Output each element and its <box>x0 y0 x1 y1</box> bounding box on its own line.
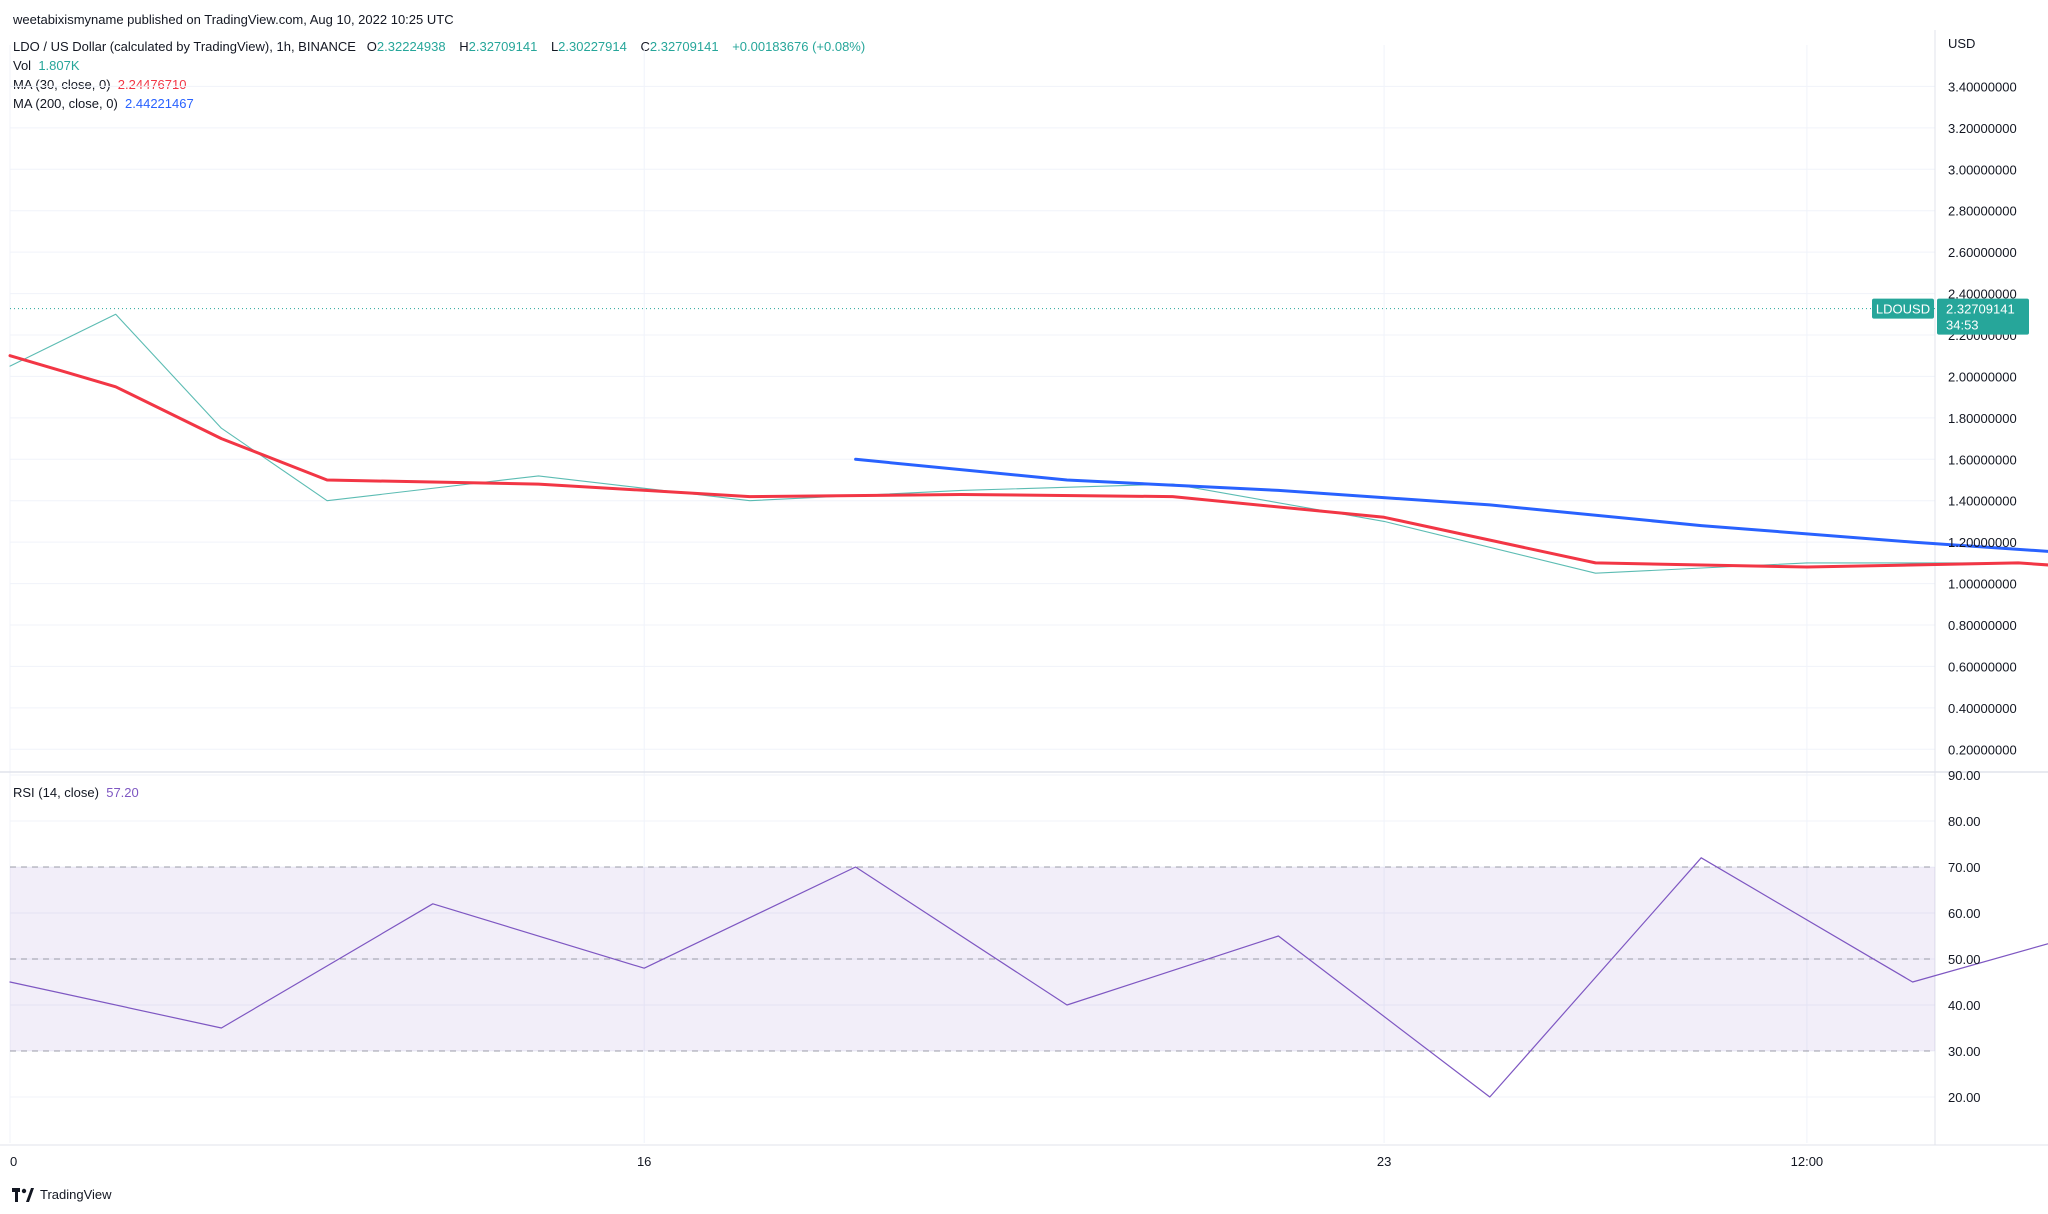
price-tick-label: 3.00000000 <box>1948 162 2017 177</box>
change-value: +0.00183676 (+0.08%) <box>732 39 866 54</box>
rsi-tick-label: 40.00 <box>1948 998 1981 1013</box>
symbol-badge <box>1872 298 1934 319</box>
price-tick-label: 2.80000000 <box>1948 204 2017 219</box>
rsi-legend[interactable]: RSI (14, close) 57.20 <box>13 785 139 800</box>
pair-label: LDO / US Dollar (calculated by TradingVi… <box>13 39 356 54</box>
price-tick-label: 1.60000000 <box>1948 452 2017 467</box>
symbol-badge-label: LDOUSD <box>1876 302 1930 317</box>
rsi-line <box>9 857 2048 1098</box>
low-label: L <box>550 39 559 54</box>
price-badge-value: 2.32709141 <box>1946 302 2015 317</box>
price-tick-label: 2.60000000 <box>1948 245 2017 260</box>
ma30-line <box>8 354 2048 569</box>
price-tick-label: 2.00000000 <box>1948 369 2017 384</box>
tradingview-logo-icon <box>12 1187 34 1202</box>
volume-legend[interactable]: Vol 1.807K <box>13 58 80 73</box>
open-value: 2.32224938 <box>376 39 446 54</box>
ma30-legend[interactable]: MA (30, close, 0) 2.24476710 <box>13 77 186 92</box>
rsi-tick-label: 70.00 <box>1948 860 1981 875</box>
symbol-line: LDO / US Dollar (calculated by TradingVi… <box>13 39 865 54</box>
price-tick-label: 0.40000000 <box>1948 701 2017 716</box>
price-tick-label: 3.40000000 <box>1948 79 2017 94</box>
rsi-tick-label: 60.00 <box>1948 906 1981 921</box>
ma30-value: 2.24476710 <box>117 77 187 92</box>
price-badge <box>1937 298 2029 335</box>
tradingview-logo[interactable]: TradingView <box>12 1187 112 1202</box>
low-value: 2.30227914 <box>558 39 627 54</box>
price-series-line <box>9 313 2048 574</box>
close-value: 2.32709141 <box>649 39 719 54</box>
high-value: 2.32709141 <box>468 39 538 54</box>
time-tick-label: 12:00 <box>1791 1154 1824 1169</box>
rsi-tick-label: 90.00 <box>1948 768 1981 783</box>
open-label: O <box>366 39 377 54</box>
time-tick-label: 16 <box>637 1154 651 1169</box>
price-tick-label: 1.00000000 <box>1948 577 2017 592</box>
volume-label: Vol <box>13 58 32 73</box>
rsi-value: 57.20 <box>106 785 139 800</box>
rsi-tick-label: 50.00 <box>1948 952 1981 967</box>
ma200-label: MA (200, close, 0) <box>13 96 118 111</box>
price-tick-label: 0.60000000 <box>1948 659 2017 674</box>
ma200-value: 2.44221467 <box>125 96 194 111</box>
price-badge-countdown: 34:53 <box>1946 318 1979 333</box>
price-tick-label: 0.20000000 <box>1948 742 2017 757</box>
price-tick-label: 0.80000000 <box>1948 618 2017 633</box>
rsi-tick-label: 30.00 <box>1948 1044 1981 1059</box>
publisher-line: weetabixismyname published on TradingVie… <box>13 12 454 27</box>
currency-label: USD <box>1948 36 1975 51</box>
price-tick-label: 1.40000000 <box>1948 494 2017 509</box>
price-tick-label: 3.20000000 <box>1948 121 2017 136</box>
close-label: C <box>640 39 650 54</box>
price-tick-label: 1.80000000 <box>1948 411 2017 426</box>
price-tick-label: 2.40000000 <box>1948 287 2017 302</box>
tradingview-brand-text: TradingView <box>40 1187 112 1202</box>
time-tick-label: 23 <box>1377 1154 1391 1169</box>
time-tick-label: 0 <box>10 1154 17 1169</box>
rsi-label: RSI (14, close) <box>13 785 99 800</box>
volume-value: 1.807K <box>38 58 80 73</box>
price-tick-label: 1.20000000 <box>1948 535 2017 550</box>
rsi-tick-label: 20.00 <box>1948 1090 1981 1105</box>
ma30-label: MA (30, close, 0) <box>13 77 111 92</box>
ma200-legend[interactable]: MA (200, close, 0) 2.44221467 <box>13 96 194 111</box>
rsi-tick-label: 80.00 <box>1948 814 1981 829</box>
high-label: H <box>459 39 469 54</box>
